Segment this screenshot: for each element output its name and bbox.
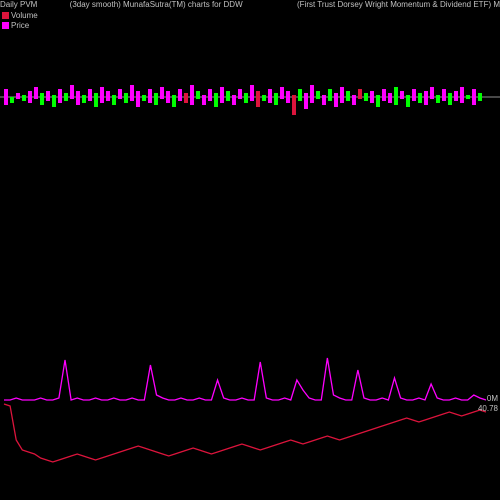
axis-label-bottom: 40.78 xyxy=(478,404,498,413)
axis-label-top: 0M xyxy=(487,394,498,403)
chart-canvas xyxy=(0,0,500,500)
